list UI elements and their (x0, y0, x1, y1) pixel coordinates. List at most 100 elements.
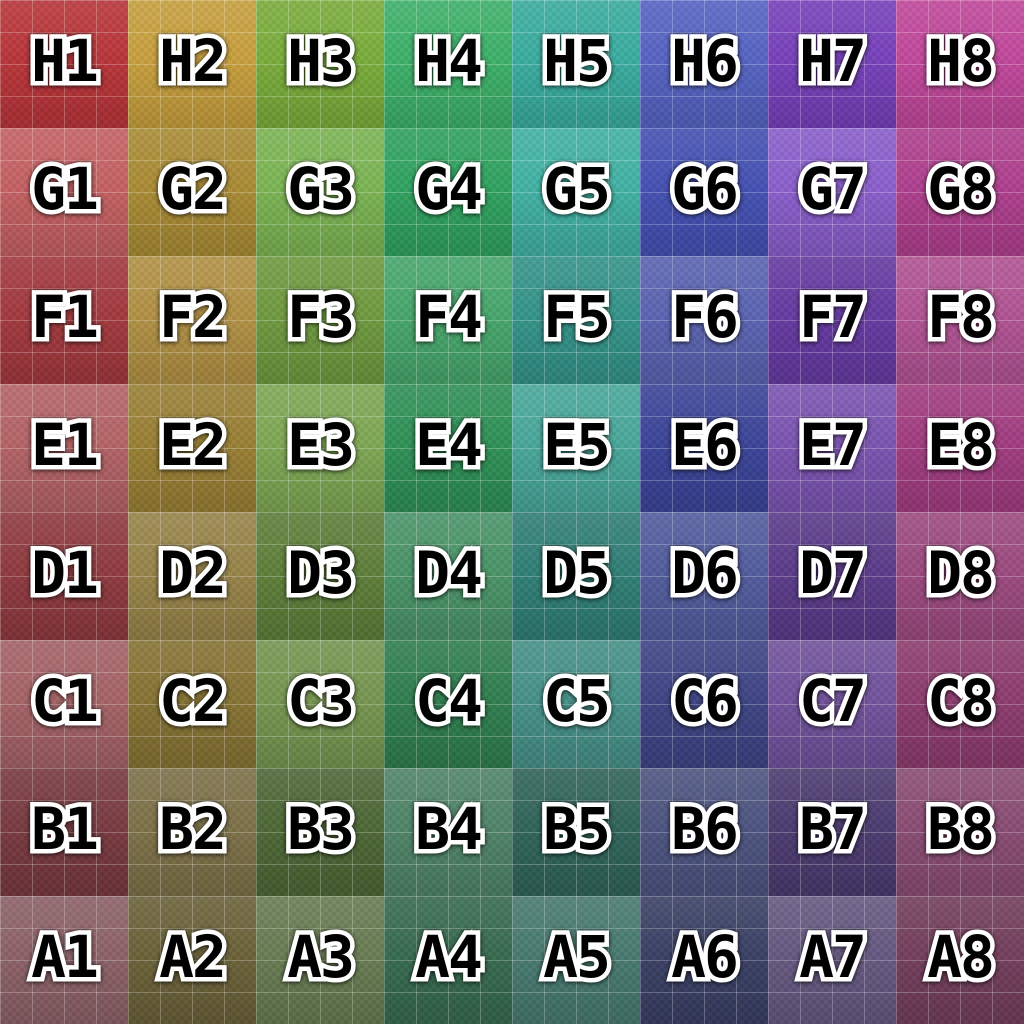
cell-E3[interactable]: E3 E3 (256, 384, 384, 512)
cell-label-text: D2 (159, 539, 227, 607)
cell-B4[interactable]: B4 B4 (384, 768, 512, 896)
cell-D2[interactable]: D2 D2 (128, 512, 256, 640)
cell-label-text: A4 (415, 923, 483, 991)
cell-label-text: E5 (543, 411, 611, 479)
cell-D3[interactable]: D3 D3 (256, 512, 384, 640)
cell-C8[interactable]: C8 C8 (896, 640, 1024, 768)
cell-F4[interactable]: F4 F4 (384, 256, 512, 384)
cell-G8[interactable]: G8 G8 (896, 128, 1024, 256)
cell-label-outline: D8 (923, 539, 1000, 607)
cell-B7[interactable]: B7 B7 (768, 768, 896, 896)
cell-E8[interactable]: E8 E8 (896, 384, 1024, 512)
cell-label: B4 B4 (384, 765, 512, 893)
cell-label: H2 H2 (128, 0, 256, 125)
cell-label-outline: H7 (795, 27, 872, 95)
cell-F8[interactable]: F8 F8 (896, 256, 1024, 384)
cell-label-outline: A5 (539, 923, 616, 991)
cell-G2[interactable]: G2 G2 (128, 128, 256, 256)
cell-H4[interactable]: H4 H4 (384, 0, 512, 128)
cell-label-outline: H8 (923, 27, 1000, 95)
cell-label-text: B5 (543, 795, 611, 863)
cell-C2[interactable]: C2 C2 (128, 640, 256, 768)
cell-A7[interactable]: A7 A7 (768, 896, 896, 1024)
cell-label-outline: A7 (795, 923, 872, 991)
cell-label-outline: G4 (411, 155, 488, 223)
cell-label-text: A8 (927, 923, 995, 991)
cell-E6[interactable]: E6 E6 (640, 384, 768, 512)
cell-label: E1 E1 (0, 381, 128, 509)
cell-label-outline: C8 (923, 667, 1000, 735)
cell-F1[interactable]: F1 F1 (0, 256, 128, 384)
cell-label: A6 A6 (640, 893, 768, 1021)
cell-C4[interactable]: C4 C4 (384, 640, 512, 768)
cell-G5[interactable]: G5 G5 (512, 128, 640, 256)
cell-E2[interactable]: E2 E2 (128, 384, 256, 512)
cell-label: C4 C4 (384, 637, 512, 765)
cell-H1[interactable]: H1 H1 (0, 0, 128, 128)
cell-C5[interactable]: C5 C5 (512, 640, 640, 768)
cell-G7[interactable]: G7 G7 (768, 128, 896, 256)
cell-A8[interactable]: A8 A8 (896, 896, 1024, 1024)
cell-label: D7 D7 (768, 509, 896, 637)
cell-H5[interactable]: H5 H5 (512, 0, 640, 128)
cell-D5[interactable]: D5 D5 (512, 512, 640, 640)
cell-G6[interactable]: G6 G6 (640, 128, 768, 256)
cell-C6[interactable]: C6 C6 (640, 640, 768, 768)
cell-F5[interactable]: F5 F5 (512, 256, 640, 384)
cell-label-text: E8 (927, 411, 995, 479)
cell-G3[interactable]: G3 G3 (256, 128, 384, 256)
cell-B2[interactable]: B2 B2 (128, 768, 256, 896)
cell-B1[interactable]: B1 B1 (0, 768, 128, 896)
cell-label-outline: G6 (667, 155, 744, 223)
cell-A6[interactable]: A6 A6 (640, 896, 768, 1024)
cell-C7[interactable]: C7 C7 (768, 640, 896, 768)
cell-F6[interactable]: F6 F6 (640, 256, 768, 384)
cell-F3[interactable]: F3 F3 (256, 256, 384, 384)
cell-F7[interactable]: F7 F7 (768, 256, 896, 384)
cell-B6[interactable]: B6 B6 (640, 768, 768, 896)
cell-D7[interactable]: D7 D7 (768, 512, 896, 640)
cell-E1[interactable]: E1 E1 (0, 384, 128, 512)
cell-label-outline: A2 (155, 923, 232, 991)
cell-label-text: H3 (287, 27, 355, 95)
cell-label: D5 D5 (512, 509, 640, 637)
cell-A2[interactable]: A2 A2 (128, 896, 256, 1024)
cell-A4[interactable]: A4 A4 (384, 896, 512, 1024)
cell-H7[interactable]: H7 H7 (768, 0, 896, 128)
cell-label-outline: B6 (667, 795, 744, 863)
cell-C1[interactable]: C1 C1 (0, 640, 128, 768)
cell-label-text: F2 (159, 283, 227, 351)
cell-G4[interactable]: G4 G4 (384, 128, 512, 256)
cell-label: A7 A7 (768, 893, 896, 1021)
cell-H3[interactable]: H3 H3 (256, 0, 384, 128)
cell-label-outline: E2 (155, 411, 232, 479)
cell-B3[interactable]: B3 B3 (256, 768, 384, 896)
cell-label-outline: H1 (27, 27, 104, 95)
cell-label: F6 F6 (640, 253, 768, 381)
cell-A3[interactable]: A3 A3 (256, 896, 384, 1024)
cell-D6[interactable]: D6 D6 (640, 512, 768, 640)
cell-D1[interactable]: D1 D1 (0, 512, 128, 640)
cell-label: F7 F7 (768, 253, 896, 381)
cell-A1[interactable]: A1 A1 (0, 896, 128, 1024)
cell-G1[interactable]: G1 G1 (0, 128, 128, 256)
cell-label-outline: C5 (539, 667, 616, 735)
cell-H6[interactable]: H6 H6 (640, 0, 768, 128)
cell-E7[interactable]: E7 E7 (768, 384, 896, 512)
cell-H2[interactable]: H2 H2 (128, 0, 256, 128)
cell-B8[interactable]: B8 B8 (896, 768, 1024, 896)
cell-C3[interactable]: C3 C3 (256, 640, 384, 768)
cell-E5[interactable]: E5 E5 (512, 384, 640, 512)
cell-D8[interactable]: D8 D8 (896, 512, 1024, 640)
cell-B5[interactable]: B5 B5 (512, 768, 640, 896)
cell-E4[interactable]: E4 E4 (384, 384, 512, 512)
cell-A5[interactable]: A5 A5 (512, 896, 640, 1024)
cell-F2[interactable]: F2 F2 (128, 256, 256, 384)
cell-label-text: C6 (671, 667, 739, 735)
cell-D4[interactable]: D4 D4 (384, 512, 512, 640)
cell-H8[interactable]: H8 H8 (896, 0, 1024, 128)
cell-label-text: D7 (799, 539, 867, 607)
cell-label: H6 H6 (640, 0, 768, 125)
cell-label-text: F3 (287, 283, 355, 351)
cell-label: G7 G7 (768, 125, 896, 253)
